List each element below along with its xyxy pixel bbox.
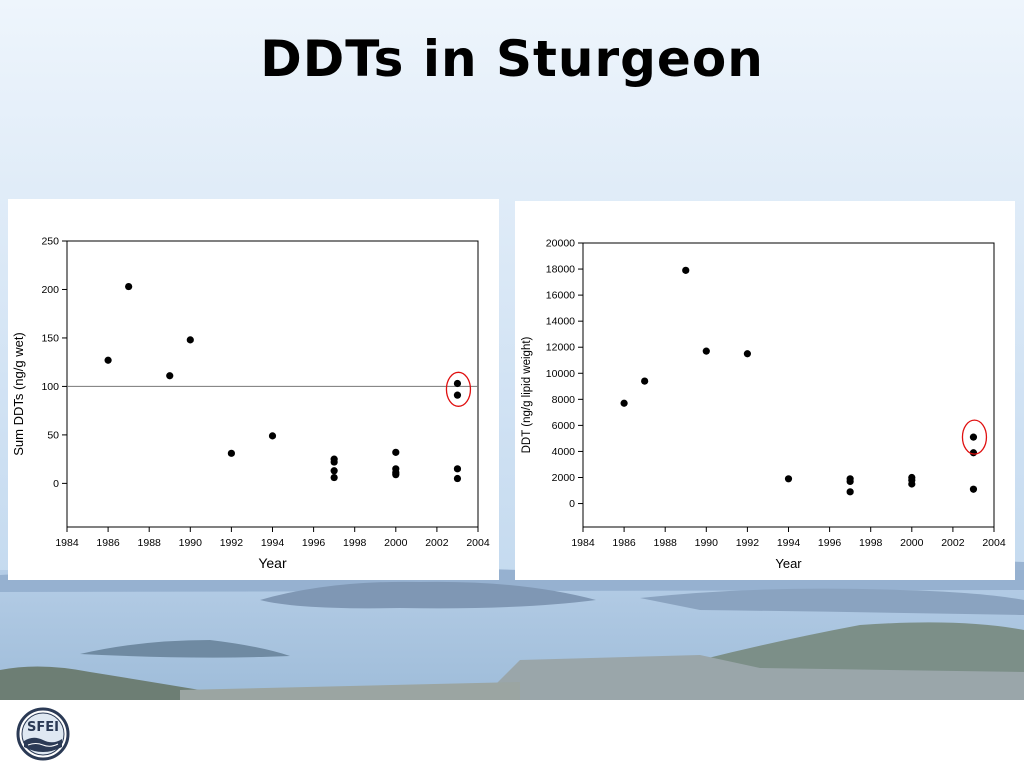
- logo-text: SFEI: [27, 720, 59, 735]
- data-point: [330, 467, 338, 475]
- data-point: [330, 458, 338, 466]
- x-tick-label: 1984: [571, 537, 595, 549]
- x-tick-label: 1998: [859, 537, 883, 549]
- y-tick-label: 100: [41, 381, 59, 393]
- y-tick-label: 6000: [552, 420, 576, 432]
- y-tick-label: 0: [53, 478, 59, 490]
- data-point: [969, 433, 978, 441]
- x-tick-label: 1988: [138, 537, 162, 549]
- data-point: [969, 485, 978, 493]
- scatter-chart-lipid-weight: 0 2000 4000 6000 8000 10000 12000 14000 16000 180…: [521, 238, 1006, 572]
- data-point: [641, 377, 649, 385]
- data-point: [620, 399, 628, 407]
- y-tick-label: 14000: [546, 316, 575, 328]
- data-point: [453, 465, 462, 473]
- x-tick-label: 1994: [261, 537, 285, 549]
- y-tick-label: 10000: [546, 368, 575, 380]
- y-tick-label: 12000: [546, 342, 575, 354]
- data-point: [392, 471, 400, 479]
- x-tick-label: 1992: [220, 537, 244, 549]
- data-point: [392, 448, 400, 456]
- x-tick-label: 1986: [96, 537, 120, 549]
- x-tick-label: 2004: [466, 537, 490, 549]
- data-point: [682, 266, 690, 274]
- data-point: [166, 372, 174, 380]
- x-tick-label: 1984: [55, 537, 79, 549]
- data-point: [453, 474, 462, 483]
- data-point: [846, 477, 854, 486]
- y-tick-label: 150: [41, 332, 59, 344]
- plot-frame: [582, 242, 995, 528]
- highlight-circle: [961, 419, 988, 455]
- data-point: [268, 432, 277, 440]
- y-tick-label: 200: [41, 284, 59, 296]
- x-axis-label: Year: [258, 555, 287, 571]
- data-point: [125, 282, 133, 291]
- x-tick-label: 1990: [695, 537, 719, 549]
- x-tick-label: 2002: [941, 537, 965, 549]
- footer-bar: [0, 700, 1024, 768]
- y-axis-label: Sum DDTs (ng/g wet): [11, 332, 26, 456]
- x-tick-label: 2004: [982, 537, 1006, 549]
- x-tick-label: 2000: [900, 537, 924, 549]
- y-tick-label: 8000: [552, 394, 576, 406]
- data-point: [330, 473, 338, 482]
- y-tick-label: 250: [41, 236, 59, 248]
- data-point: [453, 379, 462, 388]
- sfei-logo: SFEI: [16, 707, 70, 761]
- data-point: [186, 336, 194, 344]
- y-tick-label: 0: [569, 498, 575, 510]
- x-tick-label: 2002: [425, 537, 449, 549]
- scatter-chart-wet-weight: 0 50 100 150 200 250 1984 1986 1988 1990 1992 1994 1…: [11, 236, 490, 572]
- y-tick-label: 50: [47, 429, 59, 441]
- x-tick-label: 1990: [179, 537, 203, 549]
- data-point: [453, 391, 462, 399]
- chart-panel-lipid-weight: 0 2000 4000 6000 8000 10000 12000 14000 16000 180…: [515, 201, 1015, 580]
- data-point: [743, 350, 751, 358]
- x-tick-label: 1996: [302, 537, 326, 549]
- x-tick-label: 1988: [654, 537, 678, 549]
- data-point: [846, 488, 854, 496]
- data-point: [227, 449, 235, 457]
- y-tick-label: 18000: [546, 264, 575, 276]
- x-axis-label: Year: [775, 556, 802, 571]
- highlight-circle: [445, 371, 472, 407]
- slide-title: DDTs in Sturgeon: [260, 30, 764, 88]
- x-tick-label: 1996: [818, 537, 842, 549]
- x-tick-label: 1992: [736, 537, 760, 549]
- y-tick-label: 20000: [546, 238, 575, 250]
- x-tick-label: 1986: [612, 537, 636, 549]
- chart-panel-wet-weight: 0 50 100 150 200 250 1984 1986 1988 1990 1992 1994 1…: [8, 199, 499, 580]
- x-tick-label: 1998: [343, 537, 367, 549]
- data-point: [104, 356, 112, 364]
- y-tick-label: 2000: [552, 472, 576, 484]
- x-tick-label: 1994: [777, 537, 801, 549]
- data-point: [784, 475, 793, 483]
- data-point: [908, 480, 916, 488]
- data-point: [702, 347, 710, 355]
- y-tick-label: 16000: [546, 290, 575, 302]
- y-tick-label: 4000: [552, 446, 576, 458]
- x-tick-label: 2000: [384, 537, 408, 549]
- y-axis-label: DDT (ng/g lipid weight): [521, 336, 533, 453]
